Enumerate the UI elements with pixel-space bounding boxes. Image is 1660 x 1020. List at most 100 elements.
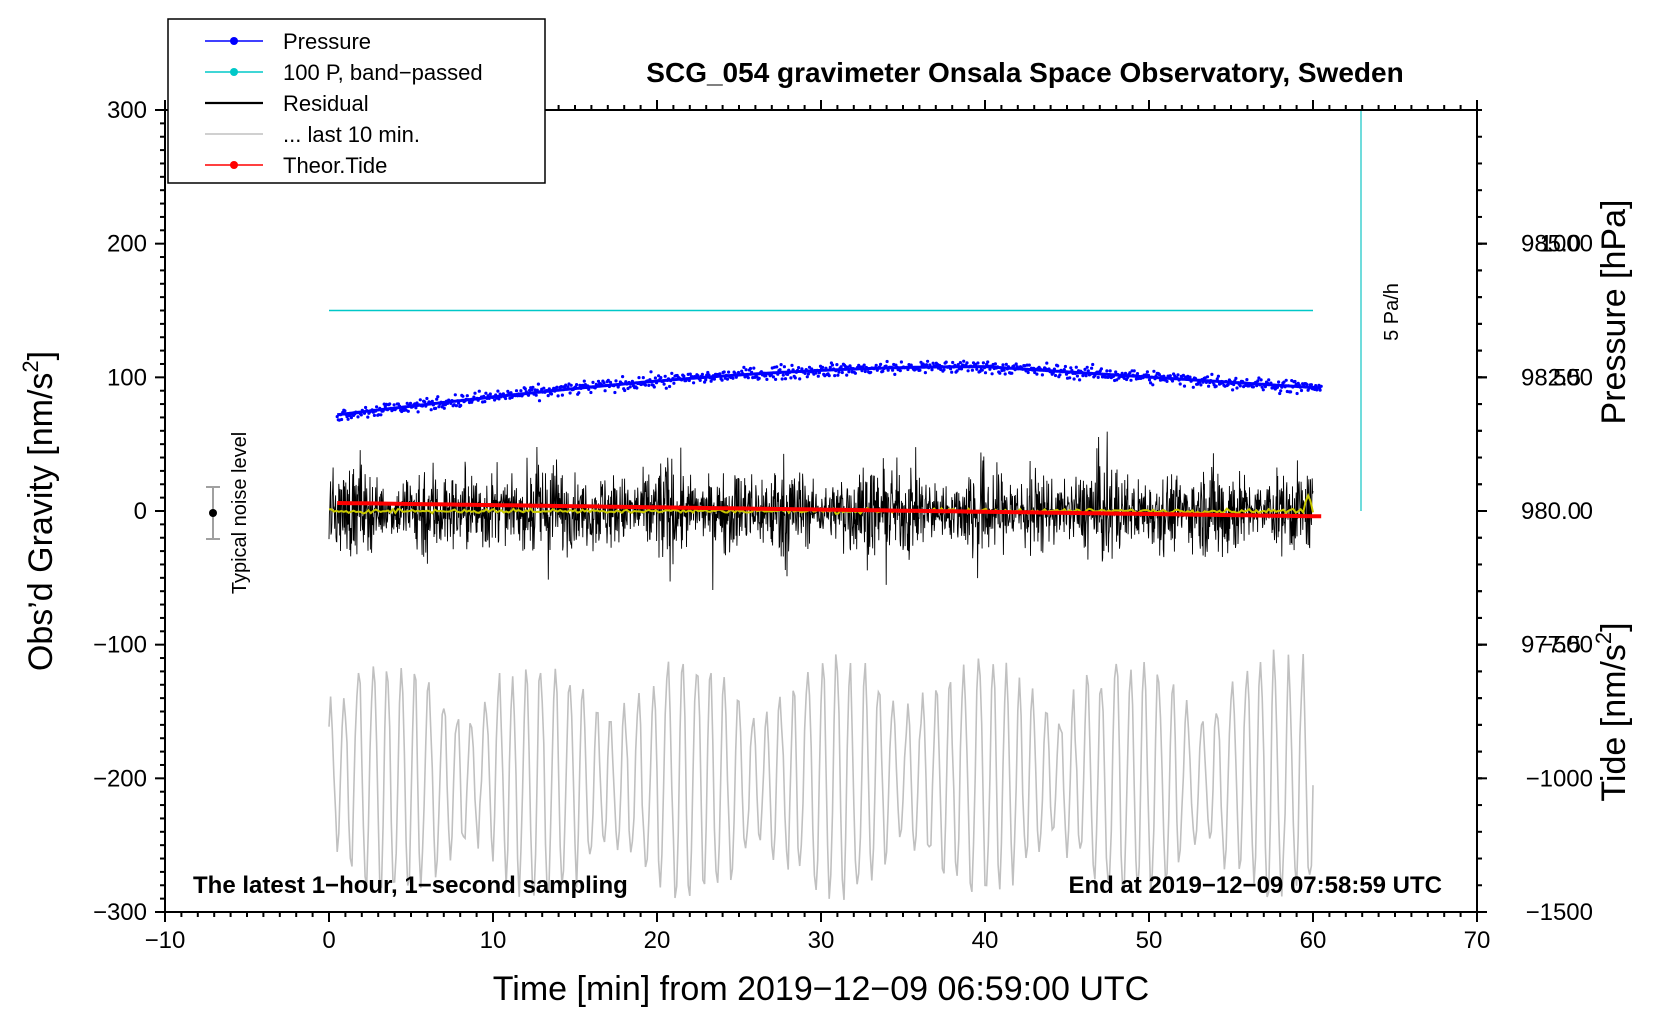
pressure-point (1207, 384, 1211, 388)
pressure-point (998, 371, 1002, 375)
pressure-point (1058, 373, 1062, 377)
pressure-point (534, 393, 538, 397)
pressure-point (388, 402, 392, 406)
gravity-tick-label: 0 (134, 498, 147, 525)
pressure-point (1191, 385, 1195, 389)
pressure-point (1188, 375, 1192, 379)
pressure-point (806, 372, 811, 376)
pressure-point (1210, 372, 1214, 376)
y-axis-title-tide: Tide [nm/s2] (1591, 622, 1633, 801)
pressure-point (874, 363, 878, 367)
pressure-point (1215, 377, 1219, 381)
pressure-point (789, 376, 793, 380)
y-axis-title-pressure: Pressure [hPa] (1595, 200, 1633, 425)
pressure-point (1045, 361, 1049, 365)
gravity-tick-label: −200 (93, 765, 147, 792)
pressure-point (781, 373, 785, 377)
pressure-point (1238, 384, 1242, 388)
pressure-point (608, 380, 613, 384)
tide-tick-label: 500 (1553, 364, 1593, 391)
pressure-point (662, 382, 666, 386)
pressure-point (1295, 391, 1299, 396)
series-last-10-min (328, 649, 1314, 900)
pressure-point (1157, 373, 1161, 377)
legend: Pressure 100 P, band−passed Residual ... la… (167, 18, 546, 184)
pressure-point (392, 403, 396, 407)
x-tick-label: 10 (480, 927, 507, 954)
tick-layer: −10 0 10 20 30 40 50 60 70−300−200−1000100200300… (93, 97, 1593, 954)
pressure-point (575, 383, 579, 387)
pressure-point (827, 374, 831, 378)
pressure-point (847, 370, 851, 374)
pressure-point (603, 389, 607, 393)
pressure-point (582, 379, 586, 383)
pressure-point (1231, 388, 1235, 392)
gravity-tick-label: −100 (93, 632, 147, 659)
legend-label: Pressure (283, 29, 371, 54)
pressure-point (589, 390, 593, 395)
pressure-point (647, 383, 651, 387)
pressure-point (442, 406, 446, 410)
pressure-point (614, 379, 618, 383)
pressure-point (783, 377, 788, 381)
pressure-point (623, 388, 627, 393)
pressure-point (869, 370, 873, 374)
pressure-point (731, 376, 735, 380)
pressure-point (564, 383, 568, 387)
pressure-point (1040, 373, 1044, 377)
legend-items: Pressure 100 P, band−passed Residual ... la… (205, 29, 483, 178)
pressure-point (807, 365, 812, 369)
pressure-point (659, 376, 663, 380)
pressure-point (1305, 383, 1309, 387)
pressure-point (1178, 382, 1182, 386)
pressure-point (429, 408, 433, 412)
pressure-point (939, 367, 943, 372)
pressure-point (1114, 370, 1118, 374)
pressure-point (833, 374, 837, 378)
pressure-point (423, 400, 427, 404)
pressure-point (790, 363, 794, 367)
pressure-point (1025, 363, 1029, 367)
pressure-point (1181, 373, 1185, 377)
pressure-point (1279, 389, 1283, 393)
legend-swatch-marker (230, 37, 238, 45)
pressure-tick-label: 977.5 (1521, 632, 1581, 659)
gravity-unit-superscript: 2 (18, 360, 43, 372)
pressure-point (891, 368, 895, 372)
pressure-point (425, 396, 429, 401)
pressure-point (1282, 380, 1286, 384)
pressure-trend-line (336, 365, 1322, 417)
pressure-point (1182, 384, 1187, 388)
note-left: The latest 1−hour, 1−second sampling (193, 872, 628, 899)
pressure-point (1257, 376, 1261, 380)
gravity-tick-label: −300 (93, 899, 147, 926)
legend-box (167, 18, 546, 184)
pressure-point (668, 384, 672, 389)
pressure-point (556, 394, 560, 398)
pressure-point (780, 377, 784, 381)
pressure-point (664, 386, 668, 390)
pressure-point (782, 365, 787, 369)
pressure-point (688, 372, 692, 376)
pressure-point (1151, 383, 1155, 387)
pressure-point (436, 395, 440, 399)
tide-tick-label: −1000 (1526, 765, 1593, 792)
tide-tick-label: 1000 (1540, 231, 1593, 258)
pressure-point (1129, 378, 1133, 382)
pressure-point (1199, 383, 1203, 387)
pressure-point (340, 417, 344, 422)
pressure-point (649, 370, 653, 374)
pressure-point (496, 389, 500, 393)
pressure-point (405, 401, 409, 405)
pressure-point (542, 386, 546, 390)
legend-label: ... last 10 min. (283, 122, 420, 147)
pressure-point (942, 368, 946, 372)
pressure-point (863, 369, 867, 374)
pressure-point (1234, 376, 1238, 380)
legend-label: Residual (283, 91, 369, 116)
pressure-point (975, 367, 979, 371)
note-right: End at 2019−12−09 07:58:59 UTC (1068, 872, 1442, 899)
pressure-point (546, 394, 550, 398)
pressure-point (483, 400, 487, 404)
pressure-point (840, 370, 844, 375)
